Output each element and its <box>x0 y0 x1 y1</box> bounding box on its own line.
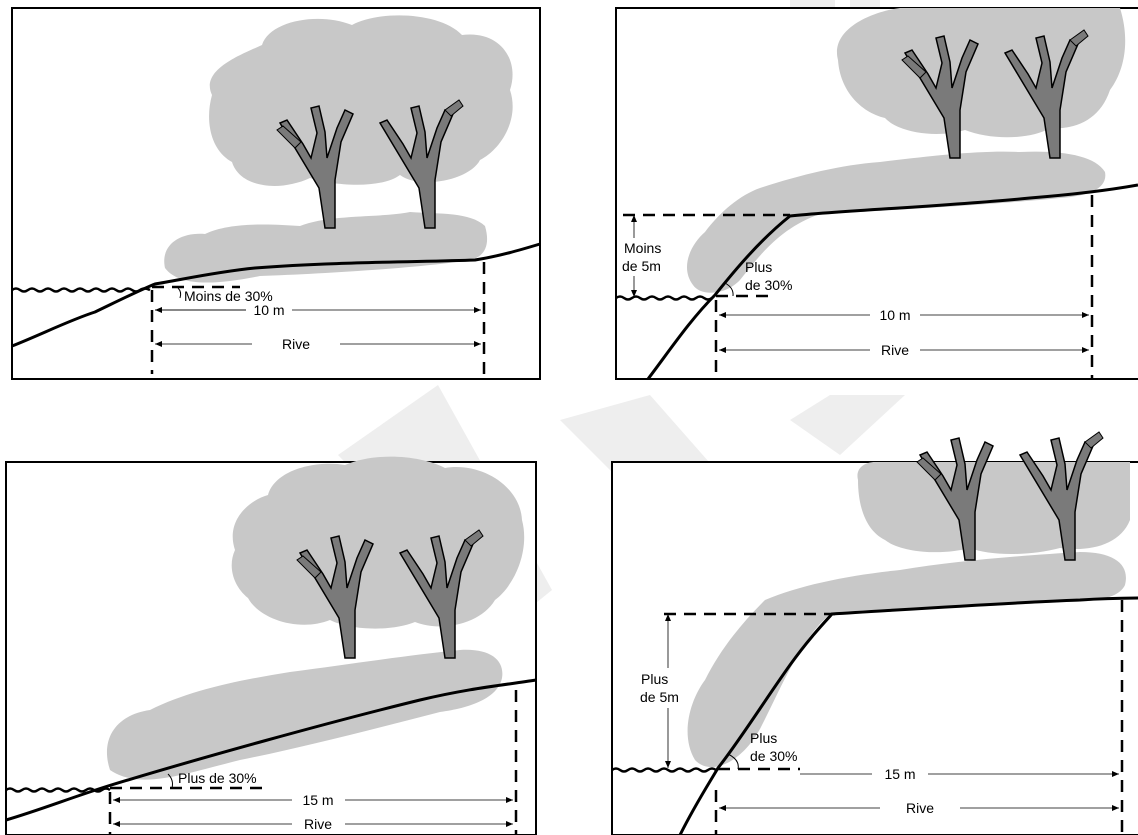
slope-label: Plus de 30% <box>178 770 257 786</box>
panel-2: Moins de 5m Plus de 30% 10 m Rive <box>615 7 1138 380</box>
width-arrowhead-right <box>506 797 513 803</box>
shore-label: Rive <box>282 336 310 352</box>
water-line <box>5 787 111 793</box>
width-arrowhead-left <box>155 307 162 313</box>
shore-arrowhead-right <box>1082 347 1089 353</box>
shore-label: Rive <box>304 816 332 832</box>
width-arrowhead-right <box>1112 771 1119 777</box>
tree-canopy <box>857 462 1130 554</box>
ground-line <box>11 242 541 348</box>
slope-label-line2: de 30% <box>745 277 792 293</box>
shrub-layer <box>164 212 488 283</box>
height-label-bg <box>638 668 688 708</box>
shore-arrowhead-left <box>155 341 162 347</box>
panel-3: Plus de 30% 15 m Rive <box>5 456 537 835</box>
shore-label: Rive <box>881 342 909 358</box>
height-arrowhead-bottom <box>665 761 671 768</box>
slope-angle-arc <box>177 287 182 299</box>
slope-angle-arc <box>727 753 739 770</box>
width-label: 10 m <box>253 302 284 318</box>
slope-label-line2: de 30% <box>750 748 797 764</box>
shore-arrowhead-right <box>1112 805 1119 811</box>
water-line <box>11 287 151 293</box>
shrub-layer <box>106 649 503 780</box>
water-line <box>611 767 717 773</box>
height-arrowhead-bottom <box>631 290 637 297</box>
height-label-line1: Moins <box>624 240 661 256</box>
width-label: 15 m <box>884 766 915 782</box>
height-label-line2: de 5m <box>622 258 661 274</box>
panel-1: Moins de 30% 10 m Rive <box>11 7 541 380</box>
height-arrowhead-top <box>665 614 671 621</box>
slope-label-line1: Plus <box>750 730 777 746</box>
water-line <box>615 295 713 301</box>
slope-angle-arc <box>724 282 734 297</box>
slope-label: Moins de 30% <box>184 288 273 304</box>
height-arrowhead-top <box>631 215 637 222</box>
shore-arrowhead-left <box>113 821 120 827</box>
shore-arrowhead-left <box>719 347 726 353</box>
slope-angle-arc <box>167 773 173 789</box>
width-label: 15 m <box>302 792 333 808</box>
width-label: 10 m <box>879 307 910 323</box>
height-label-line1: Plus <box>641 671 668 687</box>
width-arrowhead-right <box>1082 312 1089 318</box>
width-arrowhead-right <box>474 307 481 313</box>
width-arrowhead-left <box>113 797 120 803</box>
panel-4: Plus de 5m Plus de 30% 15 m Rive <box>611 431 1138 835</box>
ground-line <box>646 183 1138 380</box>
shrub-layer <box>687 552 1126 768</box>
ground-line <box>5 678 537 822</box>
shore-label: Rive <box>906 800 934 816</box>
ground-line <box>678 596 1138 835</box>
slope-label-line1: Plus <box>745 259 772 275</box>
shore-arrowhead-left <box>719 805 726 811</box>
height-label-line2: de 5m <box>640 689 679 705</box>
shore-arrowhead-right <box>474 341 481 347</box>
width-arrowhead-left <box>719 312 726 318</box>
tree-canopy <box>231 456 525 629</box>
shrub-layer <box>686 151 1106 293</box>
height-label-bg <box>622 238 674 276</box>
shore-arrowhead-right <box>506 821 513 827</box>
